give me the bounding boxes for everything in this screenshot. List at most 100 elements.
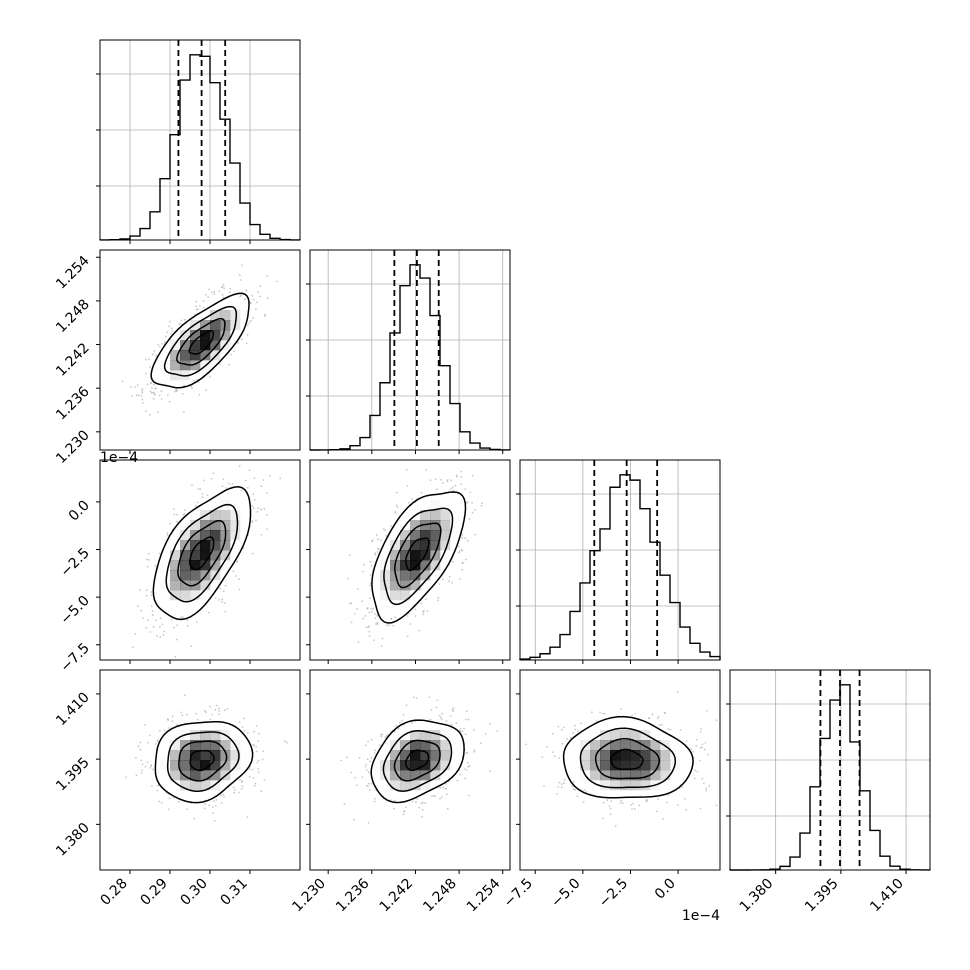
- sample-point: [441, 578, 444, 581]
- contour-line: [166, 731, 240, 793]
- sample-point: [276, 280, 278, 283]
- sample-point: [256, 750, 258, 753]
- density-cell: [620, 740, 631, 751]
- sample-point: [656, 810, 658, 813]
- density-cell: [610, 730, 621, 741]
- sample-point: [220, 801, 223, 804]
- sample-point: [411, 800, 414, 803]
- sample-point: [426, 610, 429, 612]
- sample-point: [218, 713, 220, 715]
- sample-point: [155, 354, 158, 357]
- panel-frame: [729, 669, 931, 871]
- density-cell: [210, 320, 221, 331]
- sample-point: [362, 563, 365, 566]
- y-tick-label: 1.230: [53, 427, 93, 467]
- sample-point: [576, 795, 579, 798]
- sample-point: [450, 723, 453, 726]
- sample-point: [150, 591, 153, 593]
- sample-point: [146, 565, 149, 568]
- sample-point: [260, 485, 263, 488]
- sample-point: [136, 384, 139, 386]
- density-cell: [170, 760, 181, 771]
- x-tick-label: 0.30: [177, 876, 210, 909]
- panel-frame: [309, 459, 511, 661]
- sample-point: [376, 621, 379, 624]
- sample-point: [140, 395, 143, 397]
- sample-point: [193, 817, 196, 820]
- sample-point: [346, 577, 349, 580]
- contour-line: [163, 305, 238, 377]
- density-cell: [200, 340, 211, 351]
- sample-point: [421, 801, 424, 804]
- histogram-steps: [309, 264, 511, 451]
- x-tick-label: 1.248: [420, 876, 460, 916]
- sample-point: [464, 777, 466, 780]
- density-cell: [180, 530, 191, 541]
- sample-point: [440, 796, 443, 799]
- density-cell: [400, 760, 411, 771]
- sample-point: [353, 613, 356, 615]
- sample-point: [364, 615, 367, 617]
- sample-point: [160, 398, 163, 400]
- sample-point: [704, 742, 707, 744]
- sample-point: [422, 613, 424, 616]
- sample-point: [256, 761, 259, 764]
- sample-point: [436, 699, 439, 702]
- sample-point: [361, 600, 363, 603]
- sample-point: [394, 510, 397, 513]
- sample-point: [243, 730, 246, 732]
- sample-point: [449, 715, 452, 717]
- density-cell: [200, 540, 211, 551]
- sample-point: [557, 786, 560, 788]
- sample-point: [684, 798, 686, 800]
- density-cell: [200, 730, 211, 741]
- sample-point: [211, 713, 214, 716]
- sample-point: [446, 480, 449, 483]
- sample-point: [471, 474, 474, 477]
- sample-point: [253, 730, 255, 733]
- sample-point: [582, 801, 585, 803]
- sample-point: [583, 789, 586, 791]
- sample-point: [367, 740, 369, 743]
- sample-point: [405, 806, 407, 809]
- sample-point: [368, 789, 371, 791]
- sample-point: [142, 617, 144, 619]
- panel-frame: [99, 459, 301, 661]
- sample-point: [176, 624, 179, 627]
- density-cell: [640, 780, 651, 791]
- sample-point: [199, 304, 201, 307]
- sample-point: [255, 519, 257, 522]
- sample-point: [158, 394, 161, 397]
- sample-point: [424, 802, 426, 804]
- sample-point: [468, 794, 470, 797]
- sample-point: [669, 728, 672, 731]
- contour-line: [405, 537, 430, 572]
- density-cell: [200, 520, 211, 531]
- density-cell: [610, 750, 621, 761]
- sample-point: [576, 730, 579, 732]
- panel-frame: [99, 39, 301, 241]
- sample-point: [263, 507, 266, 510]
- sample-point: [418, 806, 421, 809]
- sample-point: [472, 729, 475, 731]
- sample-point: [257, 740, 260, 742]
- sample-point: [365, 763, 368, 766]
- sample-point: [558, 781, 561, 784]
- sample-point: [260, 508, 263, 511]
- density-cell: [200, 530, 211, 541]
- sample-point: [465, 752, 468, 755]
- sample-point: [415, 697, 418, 699]
- sample-point: [239, 295, 242, 298]
- sample-point: [354, 776, 356, 779]
- sample-point: [446, 479, 449, 481]
- histogram-panel: [726, 669, 931, 871]
- sample-point: [699, 731, 702, 733]
- sample-point: [232, 570, 235, 573]
- sample-point: [224, 709, 226, 712]
- sample-point: [372, 607, 375, 610]
- sample-point: [206, 494, 209, 496]
- sample-point: [238, 464, 241, 467]
- sample-point: [225, 487, 228, 490]
- sample-point: [414, 608, 417, 611]
- sample-point: [204, 803, 207, 805]
